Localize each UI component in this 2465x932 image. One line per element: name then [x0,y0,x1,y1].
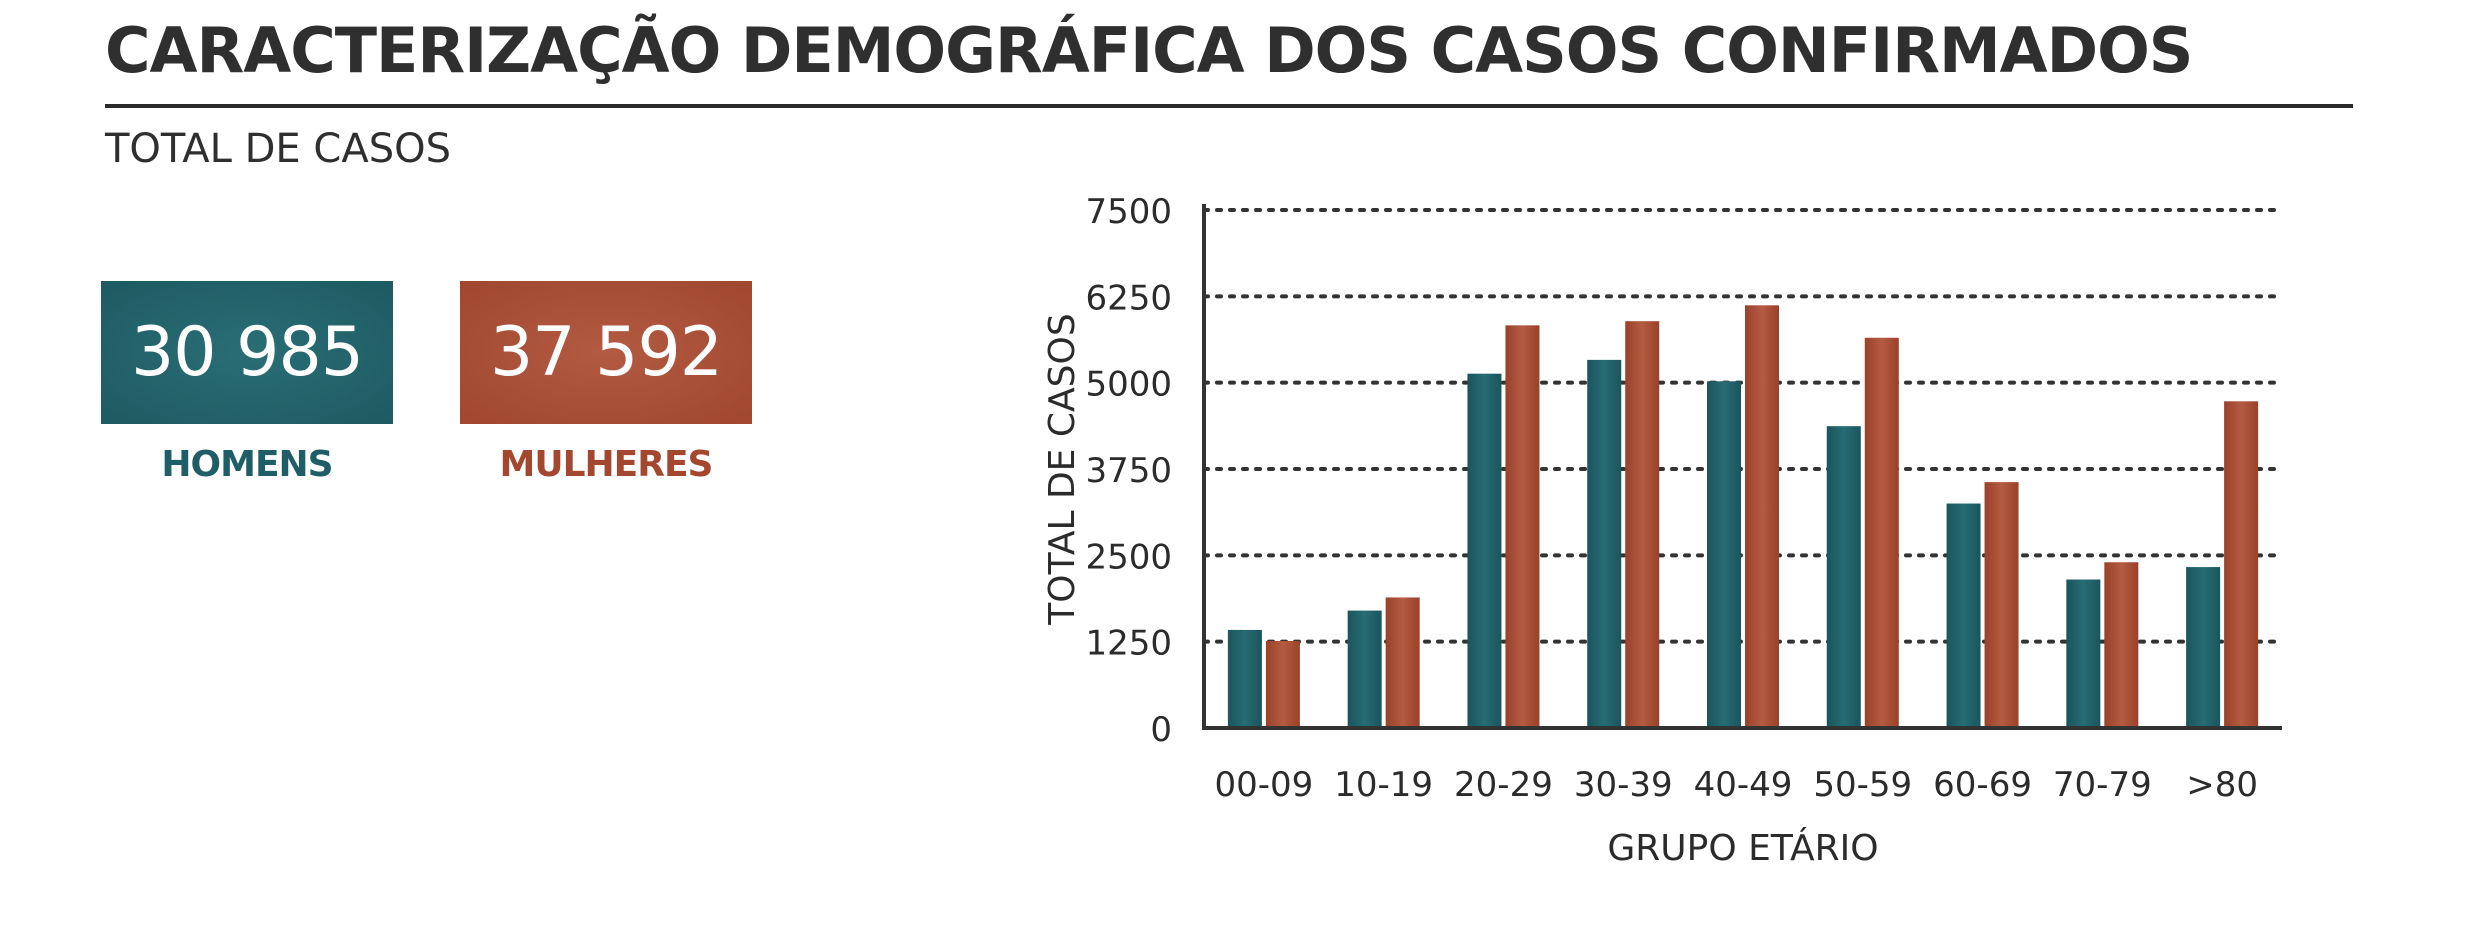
x-tick-label: 40-49 [1694,765,1793,805]
bar-women-70-79 [2104,562,2139,728]
chart-axes [1202,204,2282,730]
bar-women-20-29 [1505,325,1540,728]
x-tick-label: 30-39 [1574,765,1673,805]
bar-men-30-39 [1587,359,1622,728]
bar-men-60-69 [1946,503,1981,728]
men-total-value: 30 985 [131,313,364,392]
y-axis-title: TOTAL DE CASOS [1042,313,1083,625]
women-total-value: 37 592 [490,313,723,392]
women-total-card: 37 592 [460,281,752,424]
bar-women-00-09 [1265,640,1300,728]
y-tick-label: 0 [1150,710,1172,750]
women-label: MULHERES [499,444,714,485]
chart-gridlines [1202,208,2284,644]
bar-women-50-59 [1864,337,1899,728]
bar-men-50-59 [1826,426,1861,728]
bar-men-20-29 [1467,373,1502,728]
x-tick-label: 10-19 [1334,765,1433,805]
x-tick-label: 20-29 [1454,765,1553,805]
men-label: HOMENS [161,444,333,485]
x-tick-label: 00-09 [1214,765,1313,805]
y-tick-label: 5000 [1085,365,1172,405]
bar-women-10-19 [1385,597,1420,728]
bar-men-40-49 [1707,381,1741,728]
x-tick-label: 50-59 [1813,765,1912,805]
x-tick-label: 70-79 [2053,765,2152,805]
bar-women-40-49 [1745,305,1779,728]
y-tick-label: 2500 [1085,537,1172,577]
y-tick-label: 3750 [1085,451,1172,491]
x-tick-label: 60-69 [1933,765,2032,805]
title-divider [105,104,2353,108]
bar-women-60-69 [1984,482,2019,728]
y-tick-label: 6250 [1085,278,1172,318]
men-total-card: 30 985 [101,281,393,424]
bar-men-10-19 [1347,610,1382,728]
page-title: CARACTERIZAÇÃO DEMOGRÁFICA DOS CASOS CON… [105,14,2193,87]
x-axis-title: GRUPO ETÁRIO [1607,827,1878,869]
bar-men-gt80 [2186,567,2221,728]
section-subtitle: TOTAL DE CASOS [105,126,451,172]
bar-men-00-09 [1227,629,1262,728]
chart-labels: 0 1250 2500 3750 5000 6250 7500 00-09 10-19 20-29… [1042,192,2258,869]
chart-bars [1227,305,2259,728]
x-tick-label: >80 [2186,765,2258,805]
bar-women-gt80 [2224,401,2259,728]
y-tick-label: 7500 [1085,192,1172,232]
bar-women-30-39 [1625,321,1660,728]
bar-men-70-79 [2066,579,2101,728]
y-tick-label: 1250 [1085,624,1172,664]
